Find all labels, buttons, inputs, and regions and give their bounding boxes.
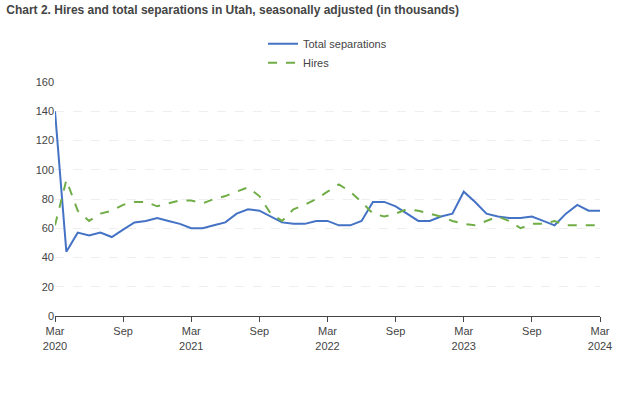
svg-text:Mar2023: Mar2023 <box>452 325 476 351</box>
svg-text:160: 160 <box>36 76 54 88</box>
svg-text:Sep: Sep <box>386 325 406 337</box>
svg-text:Mar2021: Mar2021 <box>179 325 203 351</box>
svg-text:140: 140 <box>36 105 54 117</box>
svg-text:Mar2022: Mar2022 <box>315 325 339 351</box>
svg-text:100: 100 <box>36 164 54 176</box>
svg-text:Source: U.S. Bureau of Labor S: Source: U.S. Bureau of Labor Statistics. <box>13 393 207 394</box>
svg-text:40: 40 <box>42 251 54 263</box>
svg-text:80: 80 <box>42 193 54 205</box>
svg-text:0: 0 <box>48 310 54 322</box>
svg-text:Chart 2. Hires and total separ: Chart 2. Hires and total separations in … <box>6 3 459 17</box>
svg-text:Mar2024: Mar2024 <box>588 325 612 351</box>
svg-text:120: 120 <box>36 134 54 146</box>
svg-text:Total separations: Total separations <box>303 38 387 50</box>
svg-text:Sep: Sep <box>522 325 542 337</box>
svg-text:Sep: Sep <box>250 325 270 337</box>
svg-text:Hires: Hires <box>303 57 329 69</box>
svg-text:Sep: Sep <box>113 325 133 337</box>
svg-text:20: 20 <box>42 281 54 293</box>
svg-text:60: 60 <box>42 222 54 234</box>
svg-text:Mar2020: Mar2020 <box>43 325 67 351</box>
